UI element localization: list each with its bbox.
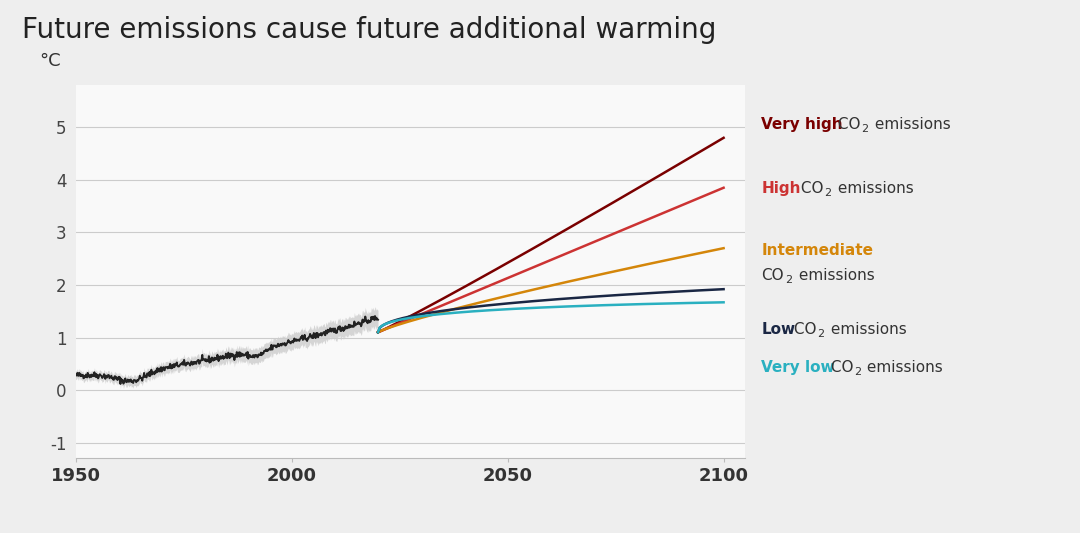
Text: emissions: emissions [862, 360, 943, 375]
Text: 2: 2 [853, 367, 861, 377]
Text: Intermediate: Intermediate [761, 243, 874, 257]
Text: CO: CO [796, 181, 824, 196]
Text: Low: Low [761, 322, 796, 337]
Text: emissions: emissions [825, 322, 906, 337]
Text: CO: CO [761, 268, 784, 283]
Text: Very high: Very high [761, 117, 843, 132]
Text: Future emissions cause future additional warming: Future emissions cause future additional… [22, 16, 716, 44]
Text: CO: CO [833, 117, 861, 132]
Text: °C: °C [39, 52, 60, 70]
Text: 2: 2 [824, 188, 832, 198]
Text: emissions: emissions [794, 268, 875, 283]
Text: 2: 2 [785, 275, 793, 285]
Text: CO: CO [788, 322, 816, 337]
Text: Very low: Very low [761, 360, 835, 375]
Text: 2: 2 [861, 124, 868, 134]
Text: emissions: emissions [833, 181, 914, 196]
Text: emissions: emissions [869, 117, 950, 132]
Text: CO: CO [825, 360, 853, 375]
Text: 2: 2 [816, 329, 824, 340]
Text: High: High [761, 181, 801, 196]
